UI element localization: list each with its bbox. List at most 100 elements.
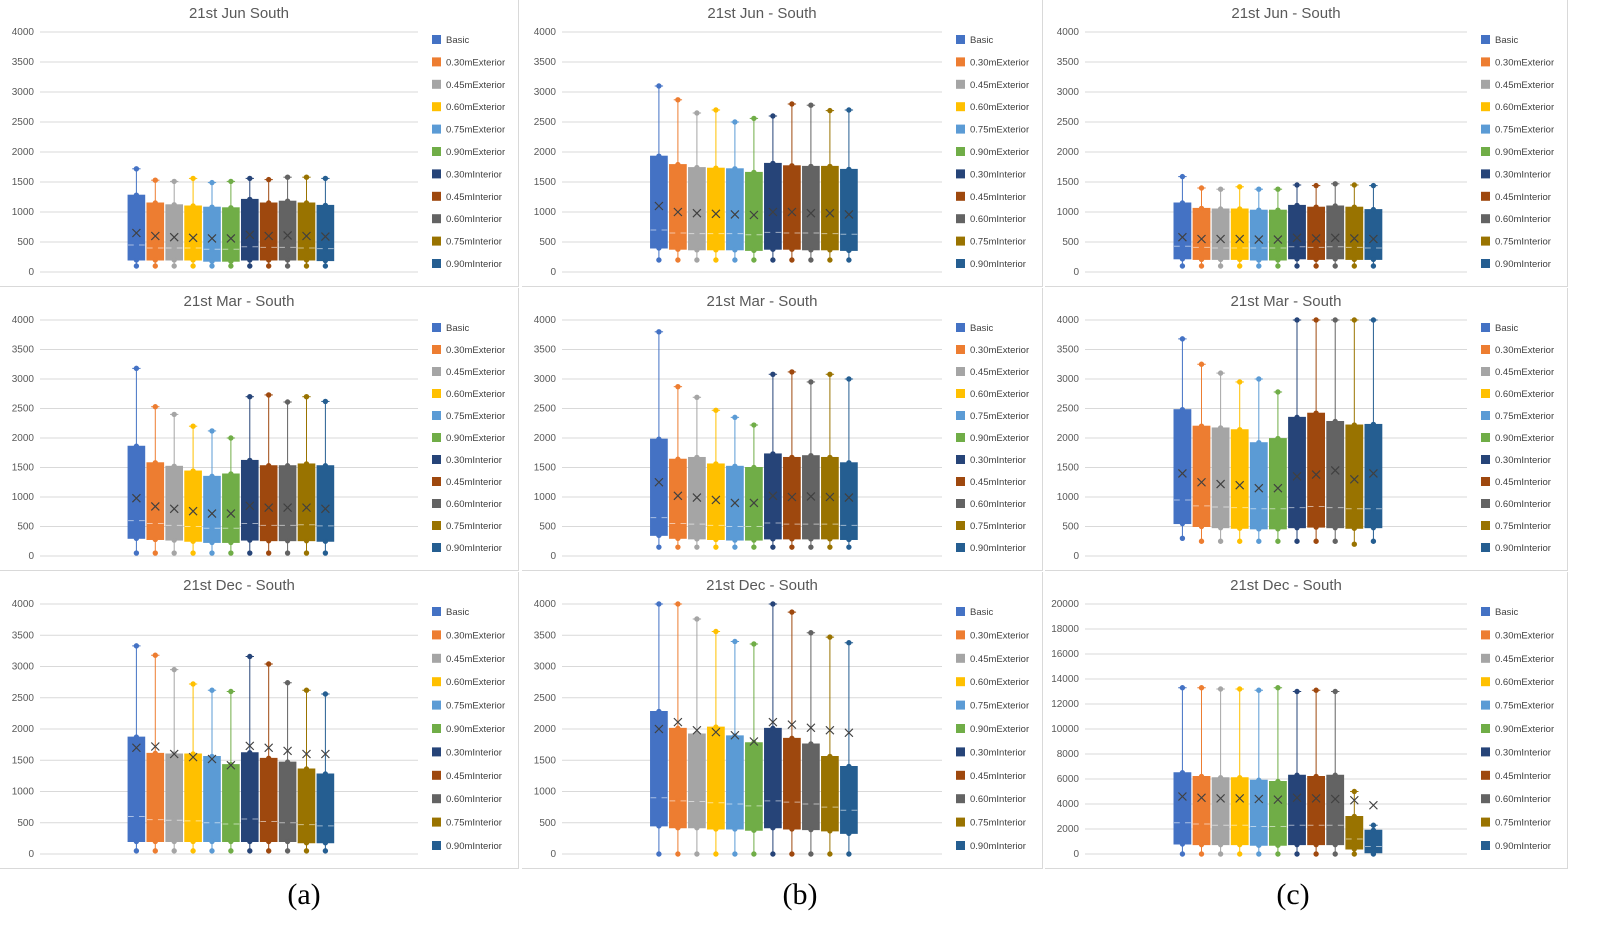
data-point bbox=[265, 661, 272, 667]
mean-marker bbox=[1292, 471, 1302, 481]
data-point bbox=[1275, 245, 1281, 251]
box-body bbox=[1288, 416, 1306, 529]
data-point bbox=[247, 394, 253, 400]
data-point bbox=[1332, 504, 1338, 511]
data-point bbox=[1217, 822, 1224, 828]
y-tick-label: 3000 bbox=[534, 662, 557, 673]
mean-marker bbox=[207, 233, 217, 243]
data-point bbox=[190, 468, 196, 474]
y-tick-label: 4000 bbox=[12, 315, 35, 326]
data-point bbox=[1370, 206, 1377, 213]
chart-title: 21st Dec - South bbox=[1230, 577, 1342, 594]
data-point bbox=[247, 257, 253, 263]
data-point bbox=[789, 369, 795, 375]
box-body bbox=[1326, 205, 1345, 260]
data-point bbox=[770, 257, 776, 263]
data-point bbox=[656, 708, 662, 715]
data-point bbox=[751, 523, 757, 530]
box-0.60mExterior bbox=[707, 628, 725, 857]
mean-marker bbox=[188, 233, 198, 243]
data-point bbox=[265, 755, 272, 762]
legend-swatch bbox=[1481, 169, 1490, 179]
data-point bbox=[152, 652, 158, 658]
data-point bbox=[171, 411, 177, 418]
box-body bbox=[240, 752, 259, 842]
box-Basic bbox=[650, 83, 668, 263]
y-tick-label: 1000 bbox=[12, 207, 35, 218]
data-point bbox=[322, 523, 329, 529]
box-body bbox=[1288, 774, 1306, 846]
box-0.90mExterior bbox=[222, 435, 240, 556]
data-point bbox=[322, 257, 329, 264]
legend-label: 0.60mExterior bbox=[970, 102, 1029, 113]
box-0.60mExterior bbox=[1230, 686, 1249, 857]
legend-swatch bbox=[432, 455, 441, 464]
legend-swatch bbox=[956, 499, 965, 508]
y-tick-label: 0 bbox=[28, 551, 34, 562]
data-point bbox=[1294, 202, 1300, 209]
data-point bbox=[675, 601, 681, 607]
data-point bbox=[846, 830, 852, 837]
data-point bbox=[133, 192, 140, 198]
data-point bbox=[1237, 206, 1243, 212]
data-point bbox=[228, 848, 234, 854]
legend-swatch bbox=[1481, 35, 1490, 44]
legend-label: 0.60mInterior bbox=[970, 214, 1026, 225]
data-point bbox=[284, 257, 291, 263]
y-tick-label: 2000 bbox=[1057, 824, 1080, 835]
mean-marker bbox=[787, 492, 797, 502]
data-point bbox=[1217, 775, 1224, 781]
data-point bbox=[694, 454, 700, 461]
data-point bbox=[1179, 685, 1186, 691]
data-point bbox=[1217, 851, 1224, 857]
data-point bbox=[1294, 182, 1300, 188]
mean-marker bbox=[1273, 483, 1283, 493]
mean-marker bbox=[1254, 794, 1264, 804]
data-point bbox=[1313, 851, 1319, 857]
mean-marker bbox=[806, 723, 816, 733]
data-point bbox=[1198, 773, 1205, 780]
y-tick-label: 3500 bbox=[12, 57, 35, 68]
data-point bbox=[1275, 186, 1281, 192]
box-0.90mExterior bbox=[1269, 186, 1287, 269]
legend-label: 0.60mExterior bbox=[1495, 677, 1554, 688]
data-point bbox=[808, 536, 814, 542]
legend-swatch bbox=[1481, 214, 1490, 224]
data-point bbox=[1179, 256, 1186, 262]
mean-marker bbox=[711, 209, 721, 219]
data-point bbox=[675, 257, 681, 263]
legend-swatch bbox=[956, 411, 965, 420]
legend-label: 0.30mInterior bbox=[1495, 747, 1551, 758]
legend-label: 0.90mInterior bbox=[1495, 259, 1551, 270]
legend-swatch bbox=[956, 817, 965, 827]
data-point bbox=[265, 392, 272, 398]
y-tick-label: 1000 bbox=[534, 787, 557, 798]
data-point bbox=[675, 798, 681, 804]
y-tick-label: 3500 bbox=[1057, 57, 1080, 68]
data-point bbox=[284, 198, 291, 204]
data-point bbox=[808, 521, 814, 527]
data-point bbox=[265, 818, 272, 825]
box-Basic bbox=[127, 166, 146, 269]
mean-marker bbox=[283, 746, 293, 756]
data-point bbox=[1217, 206, 1224, 212]
data-point bbox=[732, 801, 738, 807]
data-point bbox=[133, 263, 140, 269]
legend-label: 0.60mExterior bbox=[970, 389, 1029, 400]
mean-marker bbox=[1349, 474, 1359, 484]
data-point bbox=[1198, 205, 1205, 212]
mean-marker bbox=[131, 493, 141, 503]
mean-marker bbox=[844, 493, 854, 503]
legend-label: 0.75mExterior bbox=[1495, 125, 1554, 136]
data-point bbox=[656, 823, 662, 829]
legend-swatch bbox=[1481, 677, 1490, 687]
y-tick-label: 2500 bbox=[12, 404, 35, 415]
data-point bbox=[713, 724, 719, 730]
data-point bbox=[770, 725, 776, 732]
data-point bbox=[846, 376, 852, 382]
data-point bbox=[284, 550, 291, 556]
legend-swatch bbox=[432, 677, 441, 687]
box-0.90mInterior bbox=[840, 107, 858, 263]
data-point bbox=[713, 544, 719, 550]
data-point bbox=[209, 246, 215, 252]
